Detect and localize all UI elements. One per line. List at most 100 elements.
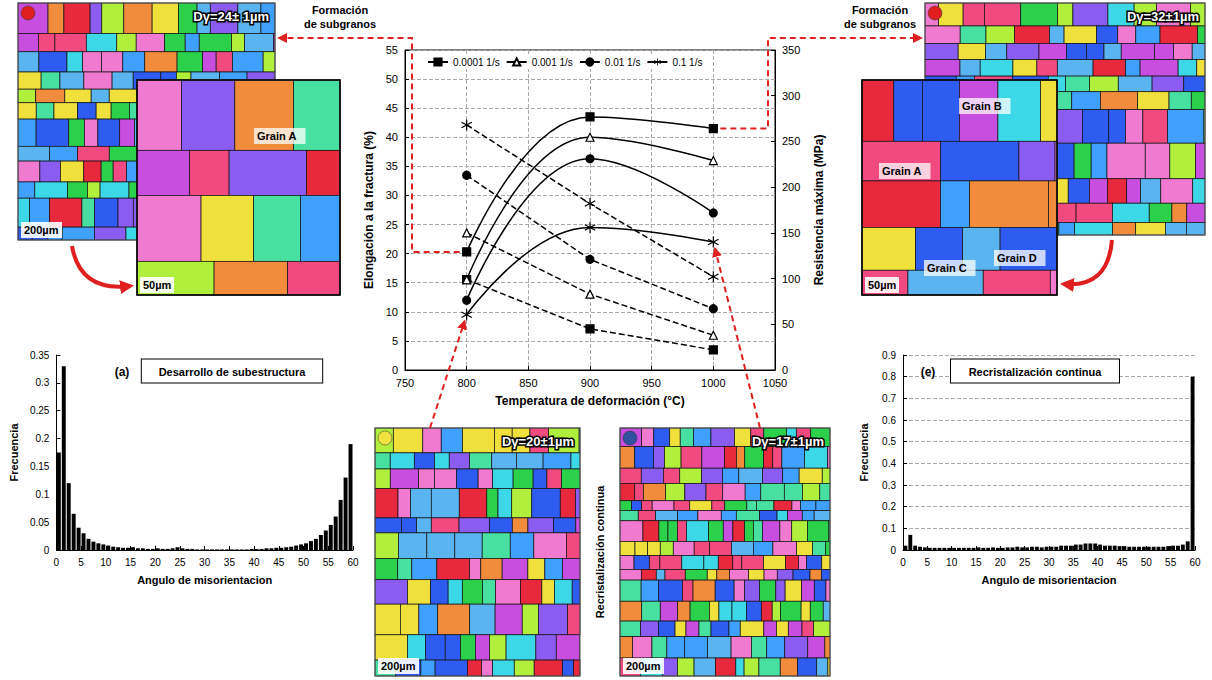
svg-text:20: 20	[150, 557, 162, 568]
svg-text:Dγ=17±1µm: Dγ=17±1µm	[752, 434, 824, 449]
svg-text:0.3: 0.3	[35, 377, 49, 388]
svg-text:100: 100	[782, 273, 800, 285]
svg-text:Grain A: Grain A	[257, 130, 296, 142]
svg-text:15: 15	[125, 557, 137, 568]
svg-text:0.8: 0.8	[882, 371, 896, 382]
svg-text:0.2: 0.2	[882, 501, 896, 512]
svg-text:900: 900	[581, 377, 599, 389]
svg-text:45: 45	[273, 557, 285, 568]
svg-text:20: 20	[386, 248, 398, 260]
svg-text:Formación: Formación	[312, 4, 369, 16]
svg-text:de subgranos: de subgranos	[844, 18, 916, 30]
svg-text:0.001 1/s: 0.001 1/s	[532, 57, 573, 68]
svg-text:60: 60	[347, 557, 359, 568]
svg-text:10: 10	[946, 557, 958, 568]
svg-text:0.01 1/s: 0.01 1/s	[605, 57, 641, 68]
svg-text:200µm: 200µm	[24, 224, 59, 236]
svg-text:Grain B: Grain B	[962, 100, 1002, 112]
svg-text:850: 850	[519, 377, 537, 389]
svg-text:55: 55	[323, 557, 335, 568]
svg-text:5: 5	[392, 335, 398, 347]
svg-text:0.5: 0.5	[882, 436, 896, 447]
svg-text:10: 10	[386, 306, 398, 318]
svg-text:Frecuencia: Frecuencia	[8, 423, 20, 482]
svg-text:0.7: 0.7	[882, 393, 896, 404]
svg-text:50: 50	[1141, 557, 1153, 568]
svg-text:Grain C: Grain C	[927, 262, 967, 274]
svg-text:Resistencia máxima (MPa): Resistencia máxima (MPa)	[812, 135, 826, 286]
svg-text:55: 55	[1165, 557, 1177, 568]
svg-text:Desarrollo de subestructura: Desarrollo de subestructura	[159, 366, 307, 378]
svg-text:0: 0	[44, 545, 50, 556]
svg-text:0.2: 0.2	[35, 433, 49, 444]
svg-text:45: 45	[386, 102, 398, 114]
svg-text:300: 300	[782, 90, 800, 102]
svg-text:0.1 1/s: 0.1 1/s	[672, 57, 702, 68]
svg-text:20: 20	[995, 557, 1007, 568]
svg-text:(a): (a)	[115, 365, 130, 379]
svg-text:Elongación a la fractura (%): Elongación a la fractura (%)	[362, 131, 376, 289]
svg-text:Recristalización continua: Recristalización continua	[594, 485, 606, 619]
svg-text:25: 25	[386, 219, 398, 231]
svg-text:10: 10	[100, 557, 112, 568]
svg-text:0.35: 0.35	[30, 350, 50, 361]
svg-text:5: 5	[925, 557, 931, 568]
svg-text:60: 60	[1189, 557, 1201, 568]
svg-text:40: 40	[249, 557, 261, 568]
svg-text:30: 30	[1043, 557, 1055, 568]
svg-text:50µm: 50µm	[868, 279, 897, 291]
svg-text:Angulo de misorientacion: Angulo de misorientacion	[981, 574, 1116, 586]
svg-text:200: 200	[782, 181, 800, 193]
svg-text:55: 55	[386, 44, 398, 56]
svg-text:0: 0	[392, 364, 398, 376]
svg-text:0.4: 0.4	[882, 458, 896, 469]
svg-text:0: 0	[890, 545, 896, 556]
svg-text:0.0001 1/s: 0.0001 1/s	[453, 57, 500, 68]
svg-text:1050: 1050	[763, 377, 787, 389]
svg-text:Angulo de misorientacion: Angulo de misorientacion	[137, 574, 272, 586]
svg-text:0: 0	[782, 364, 788, 376]
svg-text:0.3: 0.3	[882, 480, 896, 491]
svg-text:45: 45	[1116, 557, 1128, 568]
svg-text:0.15: 0.15	[30, 461, 50, 472]
svg-text:0.1: 0.1	[882, 523, 896, 534]
svg-text:50: 50	[386, 73, 398, 85]
svg-text:Grain A: Grain A	[882, 165, 921, 177]
svg-text:50µm: 50µm	[143, 279, 172, 291]
svg-text:35: 35	[386, 160, 398, 172]
svg-text:0.1: 0.1	[35, 489, 49, 500]
svg-text:35: 35	[224, 557, 236, 568]
svg-text:350: 350	[782, 44, 800, 56]
svg-text:750: 750	[396, 377, 414, 389]
svg-text:30: 30	[199, 557, 211, 568]
svg-text:15: 15	[970, 557, 982, 568]
svg-text:Dγ=20±1µm: Dγ=20±1µm	[502, 434, 574, 449]
svg-text:Formación: Formación	[852, 4, 909, 16]
svg-text:0: 0	[54, 557, 60, 568]
svg-text:200µm: 200µm	[381, 660, 416, 672]
svg-text:200µm: 200µm	[626, 660, 661, 672]
svg-text:50: 50	[298, 557, 310, 568]
svg-text:Dγ=24± 1µm: Dγ=24± 1µm	[193, 9, 269, 24]
svg-text:50: 50	[782, 318, 794, 330]
svg-text:800: 800	[457, 377, 475, 389]
svg-text:0.05: 0.05	[30, 517, 50, 528]
svg-text:950: 950	[642, 377, 660, 389]
svg-text:0: 0	[900, 557, 906, 568]
svg-text:Grain D: Grain D	[997, 252, 1037, 264]
svg-text:150: 150	[782, 227, 800, 239]
svg-text:35: 35	[1068, 557, 1080, 568]
svg-text:250: 250	[782, 135, 800, 147]
svg-text:30: 30	[386, 189, 398, 201]
svg-text:de subgranos: de subgranos	[304, 18, 376, 30]
svg-text:Frecuencia: Frecuencia	[858, 423, 870, 482]
svg-text:0.9: 0.9	[882, 350, 896, 361]
svg-text:Dγ=32±1µm: Dγ=32±1µm	[1127, 9, 1199, 24]
svg-text:(e): (e)	[921, 365, 936, 379]
svg-text:1000: 1000	[701, 377, 725, 389]
svg-text:25: 25	[174, 557, 186, 568]
svg-text:15: 15	[386, 277, 398, 289]
svg-text:0.6: 0.6	[882, 415, 896, 426]
svg-text:5: 5	[78, 557, 84, 568]
svg-text:0.25: 0.25	[30, 405, 50, 416]
